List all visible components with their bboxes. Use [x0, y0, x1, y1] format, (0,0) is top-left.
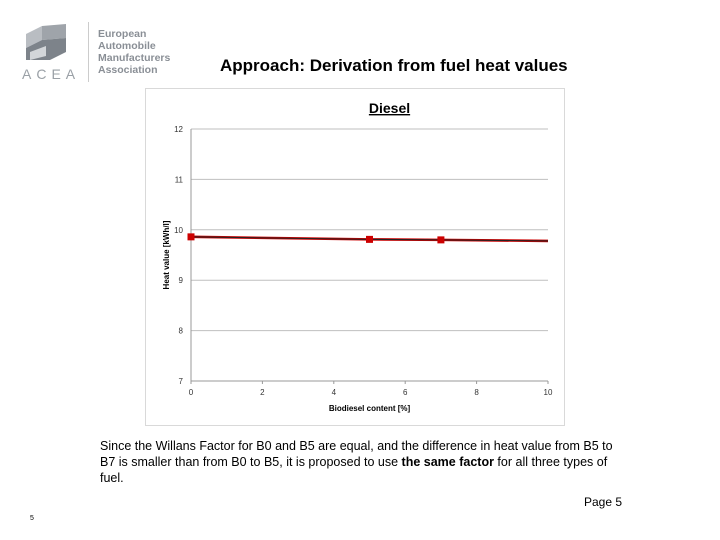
chart-frame: Diesel 7 8 9 10 11 12 0 2 4 6 8 10 Biodiesel content … [145, 88, 565, 426]
x-tick-label: 8 [474, 388, 479, 397]
series-line [190, 236, 549, 242]
description: Since the Willans Factor for B0 and B5 a… [100, 438, 620, 486]
acea-logo [20, 18, 180, 88]
chart-title: Diesel [369, 100, 410, 116]
description-emphasis: the same factor [401, 455, 494, 469]
x-tick-label: 2 [260, 388, 265, 397]
x-tick-label: 10 [544, 388, 553, 397]
data-point-marker [187, 233, 195, 241]
y-tick-label: 7 [179, 377, 184, 386]
page-number: Page 5 [584, 495, 623, 509]
acea-logo-icon [26, 24, 66, 60]
description-text-1: Since the Willans Factor for B0 and B5 a… [100, 439, 613, 469]
data-point-marker [366, 235, 373, 243]
x-tick-label: 4 [332, 388, 337, 397]
y-tick-label: 9 [179, 276, 184, 285]
x-tick-label: 6 [403, 388, 408, 397]
corner-slide-number: 5 [30, 515, 34, 522]
data-point-marker [437, 236, 445, 244]
description-text-2: for all three types of fuel. [100, 455, 608, 485]
x-tick-label: 0 [189, 388, 194, 397]
x-axis-label: Biodiesel content [%] [329, 404, 411, 413]
logo-name: European Automobile Manufacturers Associ… [98, 28, 171, 76]
y-tick-label: 11 [175, 175, 184, 184]
logo-acronym: ACEA [22, 66, 81, 82]
y-tick-label: 10 [174, 226, 183, 235]
y-tick-label: 8 [179, 327, 184, 336]
page-title: Approach: Derivation from fuel heat valu… [220, 56, 568, 75]
logo-divider [88, 22, 89, 82]
y-tick-label: 12 [174, 125, 183, 134]
y-axis-label: Heat value [kWh/l] [162, 220, 171, 289]
heat-value-chart: Diesel 7 8 9 10 11 12 0 2 4 6 8 10 Biodiesel content … [162, 100, 553, 413]
